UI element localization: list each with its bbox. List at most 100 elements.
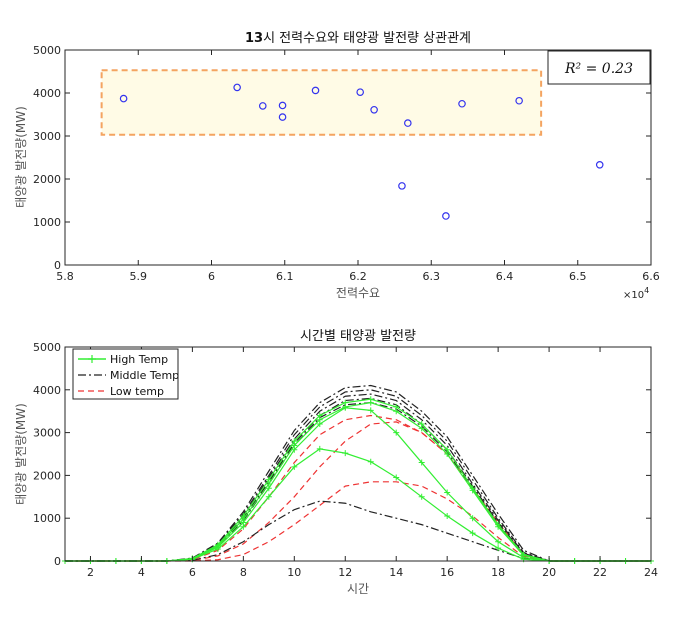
legend-low-label: Low temp — [110, 385, 164, 398]
scatter-point — [278, 101, 287, 110]
line-chart-title: 시간별 태양광 발전량 — [300, 329, 416, 344]
scatter-points — [119, 83, 604, 220]
x-tick-label: 4 — [138, 566, 145, 579]
series-point-high — [316, 421, 323, 428]
series-point-high — [495, 523, 502, 530]
legend-middle-label: Middle Temp — [110, 369, 179, 382]
scatter-point — [515, 96, 523, 105]
scatter-chart: 13시 전력수요와 태양광 발전량 상관관계 5.8 5.9 6 6.1 6.2 6.3 6… — [14, 31, 660, 301]
scatter-point — [356, 88, 364, 96]
x-tick-label: 5.9 — [130, 270, 148, 283]
line-legend: High Temp Middle Temp Low temp — [72, 348, 179, 400]
scatter-x-exponent-power: 4 — [644, 286, 649, 295]
x-tick-label: 6.1 — [276, 270, 294, 283]
y-tick-label: 1000 — [33, 216, 61, 229]
series-point-high — [342, 404, 349, 411]
series-point-high — [444, 489, 451, 496]
scatter-axes-frame — [64, 49, 652, 266]
scatter-y-ticks: 0 1000 2000 3000 4000 5000 — [33, 44, 651, 272]
x-tick-label: 6.5 — [569, 270, 587, 283]
scatter-point — [278, 113, 287, 121]
scatter-point — [370, 105, 378, 114]
line-chart: 시간별 태양광 발전량 2 4 6 8 10 12 14 16 18 20 22 24 0100020… — [14, 329, 658, 596]
scatter-point — [442, 212, 450, 220]
x-tick-label: 8 — [240, 566, 247, 579]
series-point-high — [240, 523, 247, 530]
y-tick-label: 5000 — [33, 44, 61, 57]
series-point-high — [342, 450, 349, 457]
scatter-chart-title: 13시 전력수요와 태양광 발전량 상관관계 — [245, 31, 471, 46]
x-tick-label: 6.3 — [423, 270, 441, 283]
x-tick-label: 18 — [491, 566, 505, 579]
scatter-x-label: 전력수요 — [336, 286, 380, 300]
x-tick-label: 14 — [389, 566, 403, 579]
series-line-low — [65, 414, 651, 562]
x-tick-label: 5.8 — [56, 270, 74, 283]
y-tick-label: 2000 — [33, 469, 61, 482]
series-point-high — [367, 407, 374, 414]
x-tick-label: 6.2 — [349, 270, 367, 283]
series-point-high — [418, 459, 425, 466]
series-point-high — [393, 408, 400, 415]
series-point-high — [316, 445, 323, 452]
series-point-high — [495, 538, 502, 545]
series-point-high — [265, 485, 272, 492]
series-point-high — [469, 530, 476, 537]
x-tick-label: 6 — [208, 270, 215, 283]
line-y-ticks: 0 1000 2000 3000 4000 5000 — [33, 341, 651, 568]
y-tick-label: 4000 — [33, 384, 61, 397]
scatter-point — [398, 182, 406, 190]
series-point-high — [469, 487, 476, 494]
x-tick-label: 6.4 — [496, 270, 514, 283]
series-point-high — [265, 493, 272, 500]
series-point-high — [291, 446, 298, 453]
series-point-high — [367, 399, 374, 406]
x-tick-label: 22 — [593, 566, 607, 579]
series-point-high — [214, 546, 221, 553]
line-x-label: 시간 — [347, 582, 369, 596]
line-y-label: 태양광 발전량(MW) — [14, 403, 28, 505]
y-tick-label: 0 — [54, 259, 61, 272]
legend-high-marker — [88, 355, 96, 363]
scatter-point — [233, 83, 241, 92]
scatter-y-label: 태양광 발전량(MW) — [14, 106, 28, 208]
x-tick-label: 20 — [542, 566, 556, 579]
x-tick-label: 2 — [87, 566, 94, 579]
y-tick-label: 3000 — [33, 427, 61, 440]
series-point-high — [495, 545, 502, 552]
x-tick-label: 6 — [189, 566, 196, 579]
x-tick-label: 10 — [287, 566, 301, 579]
series-point-high — [444, 513, 451, 520]
series-point-high — [469, 515, 476, 522]
scatter-point — [458, 99, 466, 108]
scatter-chart-title-prefix: 13 — [245, 31, 263, 46]
y-tick-label: 2000 — [33, 173, 61, 186]
r-squared-box — [547, 50, 651, 85]
line-x-ticks: 2 4 6 8 10 12 14 16 18 20 22 24 — [87, 347, 658, 579]
scatter-point — [119, 94, 128, 103]
series-point-high — [393, 429, 400, 436]
y-tick-label: 5000 — [33, 341, 61, 354]
legend-high-label: High Temp — [110, 353, 168, 366]
series-point-high — [367, 458, 374, 465]
x-tick-label: 6.6 — [642, 270, 660, 283]
series-point-high — [393, 474, 400, 481]
scatter-point — [595, 161, 604, 169]
scatter-highlight-box — [100, 69, 543, 136]
scatter-point — [404, 119, 412, 127]
scatter-x-exponent: ×104 — [623, 286, 649, 301]
line-axes-frame — [64, 346, 652, 562]
y-tick-label: 4000 — [33, 87, 61, 100]
x-tick-label: 24 — [644, 566, 658, 579]
y-tick-label: 1000 — [33, 512, 61, 525]
series-point-high — [444, 451, 451, 457]
r-squared-annotation: R² = 0.23 — [564, 61, 633, 77]
x-tick-label: 12 — [338, 566, 352, 579]
scatter-chart-title-rest: 시 전력수요와 태양광 발전량 상관관계 — [263, 31, 471, 46]
scatter-x-exponent-base: ×10 — [623, 290, 644, 301]
x-tick-label: 16 — [440, 566, 454, 579]
scatter-point — [311, 86, 320, 95]
series-point-high — [418, 425, 425, 432]
